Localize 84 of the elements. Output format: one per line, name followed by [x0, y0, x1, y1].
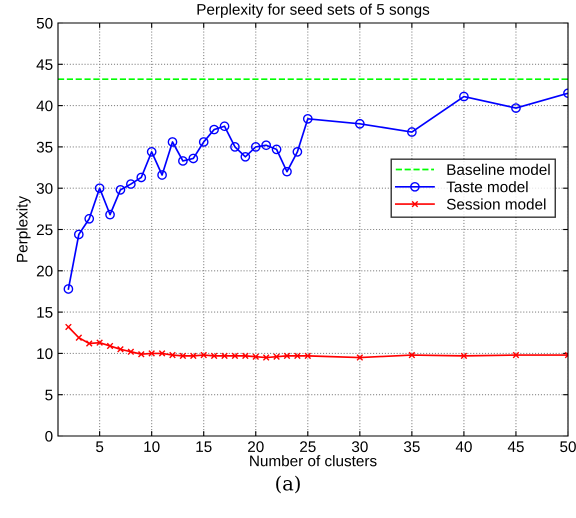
point — [242, 352, 249, 360]
point — [169, 352, 176, 359]
point — [96, 339, 104, 346]
point — [179, 352, 186, 360]
y-tick-label: 25 — [36, 224, 52, 236]
point — [105, 210, 115, 220]
x-tick-label: 45 — [508, 441, 524, 452]
point — [407, 127, 417, 137]
point — [261, 140, 272, 150]
point — [74, 230, 84, 240]
point — [94, 183, 104, 194]
point — [459, 92, 469, 102]
y-tick-label: 50 — [36, 18, 53, 29]
point — [190, 352, 197, 360]
point — [188, 154, 198, 164]
point — [127, 348, 134, 356]
y-tick-label: 45 — [36, 59, 52, 70]
x-tick-label: 30 — [352, 441, 368, 452]
point — [209, 124, 219, 134]
point — [75, 334, 82, 342]
point — [460, 352, 468, 360]
point — [250, 142, 261, 152]
point — [148, 350, 156, 357]
point — [158, 350, 166, 357]
y-tick-label: 30 — [36, 183, 53, 194]
x-tick-label: 20 — [248, 441, 264, 452]
legend-label: Taste model — [446, 181, 528, 192]
point — [116, 346, 124, 353]
chart-title: Perplexity for seed sets of 5 songs — [197, 4, 430, 18]
text: (a) — [276, 476, 300, 494]
legend-label: Session model — [446, 198, 546, 210]
point — [138, 350, 145, 358]
point — [282, 166, 292, 177]
point — [200, 352, 208, 359]
point — [292, 146, 302, 157]
point — [106, 342, 114, 350]
point — [262, 354, 270, 362]
y-tick-label: 20 — [36, 266, 53, 276]
x-tick-label: 35 — [404, 441, 420, 452]
point — [146, 146, 157, 157]
y-tick-label: 0 — [45, 430, 53, 442]
y-tick-label: 5 — [45, 390, 52, 400]
point — [136, 172, 146, 182]
point — [64, 284, 74, 294]
x-tick-label: 40 — [456, 441, 472, 452]
point — [230, 142, 240, 152]
point — [354, 118, 365, 129]
x-tick-label: 25 — [300, 441, 316, 452]
point — [157, 170, 167, 180]
point — [86, 340, 93, 347]
point — [408, 352, 416, 359]
y-tick-label: 40 — [36, 100, 53, 112]
point — [302, 114, 313, 124]
x-tick-label: 5 — [96, 441, 104, 452]
point — [220, 121, 230, 132]
point — [198, 137, 209, 147]
point — [512, 352, 520, 359]
point — [210, 352, 218, 360]
point — [116, 184, 126, 195]
point — [84, 214, 94, 224]
point — [273, 353, 280, 360]
point — [126, 179, 136, 189]
point — [221, 352, 228, 360]
point — [294, 352, 301, 360]
x-tick-label: 15 — [196, 441, 212, 452]
point — [304, 352, 312, 360]
x-axis-title: Number of clusters — [250, 455, 377, 466]
y-tick-label: 10 — [37, 348, 53, 360]
point — [240, 152, 250, 162]
y-tick-label: 35 — [36, 142, 52, 153]
point — [178, 156, 188, 166]
legend-label: Baseline model — [447, 164, 550, 176]
point — [284, 352, 290, 360]
y-axis-title: Perplexity — [16, 196, 31, 262]
point — [64, 323, 72, 330]
x-tick-label: 50 — [560, 441, 576, 452]
point — [511, 103, 521, 113]
y-tick-label: 15 — [37, 307, 52, 318]
point — [356, 354, 364, 362]
point — [272, 144, 282, 154]
x-tick-label: 10 — [144, 441, 160, 452]
point — [168, 137, 178, 147]
point — [252, 353, 260, 360]
point — [231, 352, 238, 360]
